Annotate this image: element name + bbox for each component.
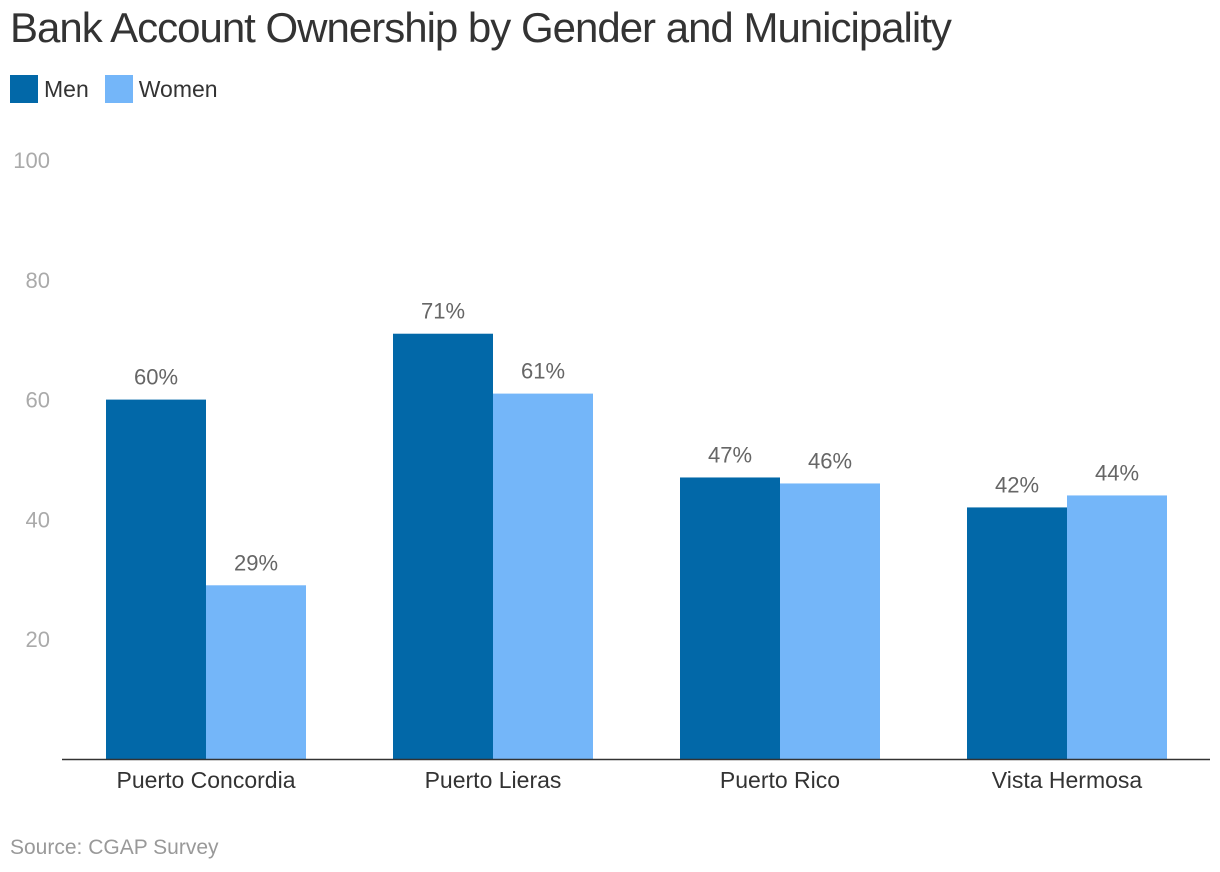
y-tick-label: 80: [26, 268, 50, 293]
bar-women: [780, 483, 880, 759]
bar-men: [680, 477, 780, 759]
bar-women: [493, 393, 593, 759]
legend-swatch-men: [10, 75, 38, 103]
x-tick-label: Vista Hermosa: [992, 767, 1143, 793]
legend-label-women: Women: [138, 75, 218, 102]
y-tick-label: 60: [26, 388, 50, 413]
data-label: 29%: [234, 550, 278, 575]
bar-men: [106, 399, 206, 759]
bar-women: [1067, 495, 1167, 759]
data-label: 71%: [421, 299, 465, 324]
x-tick-label: Puerto Lieras: [425, 767, 562, 793]
legend: Men Women: [10, 75, 234, 103]
data-label: 46%: [808, 448, 852, 473]
y-tick-label: 100: [13, 148, 50, 173]
bar-men: [967, 507, 1067, 759]
legend-item-women: Women: [104, 75, 218, 103]
data-label: 61%: [521, 359, 565, 384]
chart-title: Bank Account Ownership by Gender and Mun…: [10, 4, 952, 51]
x-tick-label: Puerto Concordia: [117, 767, 296, 793]
data-label: 42%: [995, 472, 1039, 497]
bar-men: [393, 333, 493, 759]
legend-label-men: Men: [44, 75, 89, 102]
y-tick-label: 40: [26, 507, 50, 532]
legend-item-men: Men: [10, 75, 89, 103]
data-label: 60%: [134, 365, 178, 390]
bar-women: [206, 585, 306, 759]
source-note: Source: CGAP Survey: [10, 836, 219, 859]
legend-swatch-women: [104, 75, 133, 103]
x-tick-label: Puerto Rico: [720, 767, 840, 793]
data-label: 47%: [708, 442, 752, 467]
data-label: 44%: [1095, 460, 1139, 485]
y-tick-label: 20: [26, 627, 50, 652]
